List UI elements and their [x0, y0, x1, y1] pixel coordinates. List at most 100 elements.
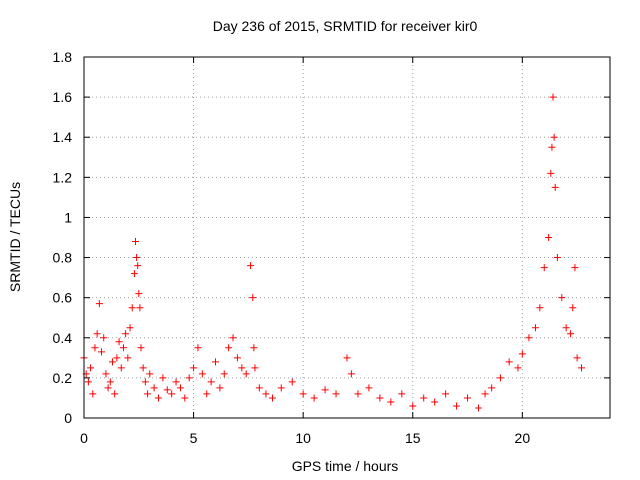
y-axis-label: SRMTID / TECUs — [7, 182, 23, 292]
data-point — [442, 390, 450, 398]
data-point — [102, 370, 110, 378]
data-point — [496, 374, 504, 382]
data-point — [268, 394, 276, 402]
data-point — [225, 344, 233, 352]
data-point — [190, 364, 198, 372]
data-point — [238, 364, 246, 372]
x-tick-label: 0 — [80, 430, 88, 446]
data-point — [569, 304, 577, 312]
data-point — [354, 390, 362, 398]
data-point — [409, 402, 417, 410]
data-point — [126, 324, 134, 332]
data-point — [573, 354, 581, 362]
data-point — [144, 390, 152, 398]
data-point — [505, 358, 513, 366]
data-point — [431, 398, 439, 406]
data-point — [155, 394, 163, 402]
data-point — [119, 344, 127, 352]
data-point — [100, 334, 108, 342]
data-point — [176, 384, 184, 392]
data-point — [146, 370, 154, 378]
data-point — [233, 354, 241, 362]
data-point — [135, 290, 143, 298]
data-point — [185, 374, 193, 382]
data-point — [108, 358, 116, 366]
data-point — [251, 364, 259, 372]
data-point — [98, 348, 106, 356]
data-point — [134, 262, 142, 270]
data-point — [551, 183, 559, 191]
data-point — [203, 390, 211, 398]
data-point — [133, 254, 141, 262]
y-tick-label: 1 — [64, 209, 72, 225]
data-point — [464, 394, 472, 402]
data-point — [150, 384, 158, 392]
x-tick-labels: 0 5 10 15 20 — [80, 430, 530, 446]
data-point — [549, 93, 557, 101]
data-point — [262, 390, 270, 398]
data-point — [168, 390, 176, 398]
data-point — [207, 378, 215, 386]
plot-frame — [83, 56, 611, 419]
data-point — [137, 344, 145, 352]
data-point — [115, 338, 123, 346]
data-point — [117, 364, 125, 372]
data-point — [250, 344, 258, 352]
data-point — [198, 370, 206, 378]
data-point — [525, 334, 533, 342]
chart-title: Day 236 of 2015, SRMTID for receiver kir… — [213, 18, 478, 34]
x-tick-label: 15 — [405, 430, 421, 446]
data-point — [562, 324, 570, 332]
data-point — [181, 394, 189, 402]
data-point — [163, 386, 171, 394]
data-point — [113, 354, 121, 362]
data-point — [130, 270, 138, 278]
data-point — [536, 304, 544, 312]
data-point — [136, 304, 144, 312]
data-point — [376, 394, 384, 402]
data-point — [229, 334, 237, 342]
data-point — [531, 324, 539, 332]
data-point — [128, 304, 136, 312]
data-point — [255, 384, 263, 392]
data-point — [299, 390, 307, 398]
data-point — [321, 386, 329, 394]
data-point — [558, 294, 566, 302]
data-point — [488, 384, 496, 392]
data-point — [122, 330, 130, 338]
data-point — [571, 264, 579, 272]
y-tick-label: 1.2 — [53, 169, 73, 185]
x-tick-label: 20 — [515, 430, 531, 446]
data-point — [91, 344, 99, 352]
data-point — [84, 378, 92, 386]
y-tick-label: 0.8 — [53, 250, 73, 266]
data-point — [514, 364, 522, 372]
data-point — [310, 394, 318, 402]
data-point — [548, 143, 556, 151]
data-point — [111, 390, 119, 398]
data-point — [194, 344, 202, 352]
data-point — [578, 364, 586, 372]
data-point — [159, 374, 167, 382]
data-point — [93, 330, 101, 338]
data-point — [343, 354, 351, 362]
x-axis-label: GPS time / hours — [292, 458, 399, 474]
data-point — [106, 378, 114, 386]
data-point — [242, 370, 250, 378]
gridlines — [84, 57, 610, 418]
y-tick-label: 1.6 — [53, 89, 73, 105]
data-point — [481, 390, 489, 398]
data-point — [453, 402, 461, 410]
x-tick-label: 10 — [295, 430, 311, 446]
data-point — [104, 384, 112, 392]
data-point — [212, 358, 219, 366]
data-point — [87, 364, 95, 372]
data-point — [518, 350, 526, 358]
data-point — [216, 384, 224, 392]
y-tick-labels: 0 0.2 0.4 0.6 0.8 1 1.2 1.4 1.6 1.8 — [53, 49, 73, 426]
data-point — [288, 378, 296, 386]
x-tick-label: 5 — [190, 430, 198, 446]
data-point — [347, 370, 355, 378]
data-point — [124, 354, 132, 362]
